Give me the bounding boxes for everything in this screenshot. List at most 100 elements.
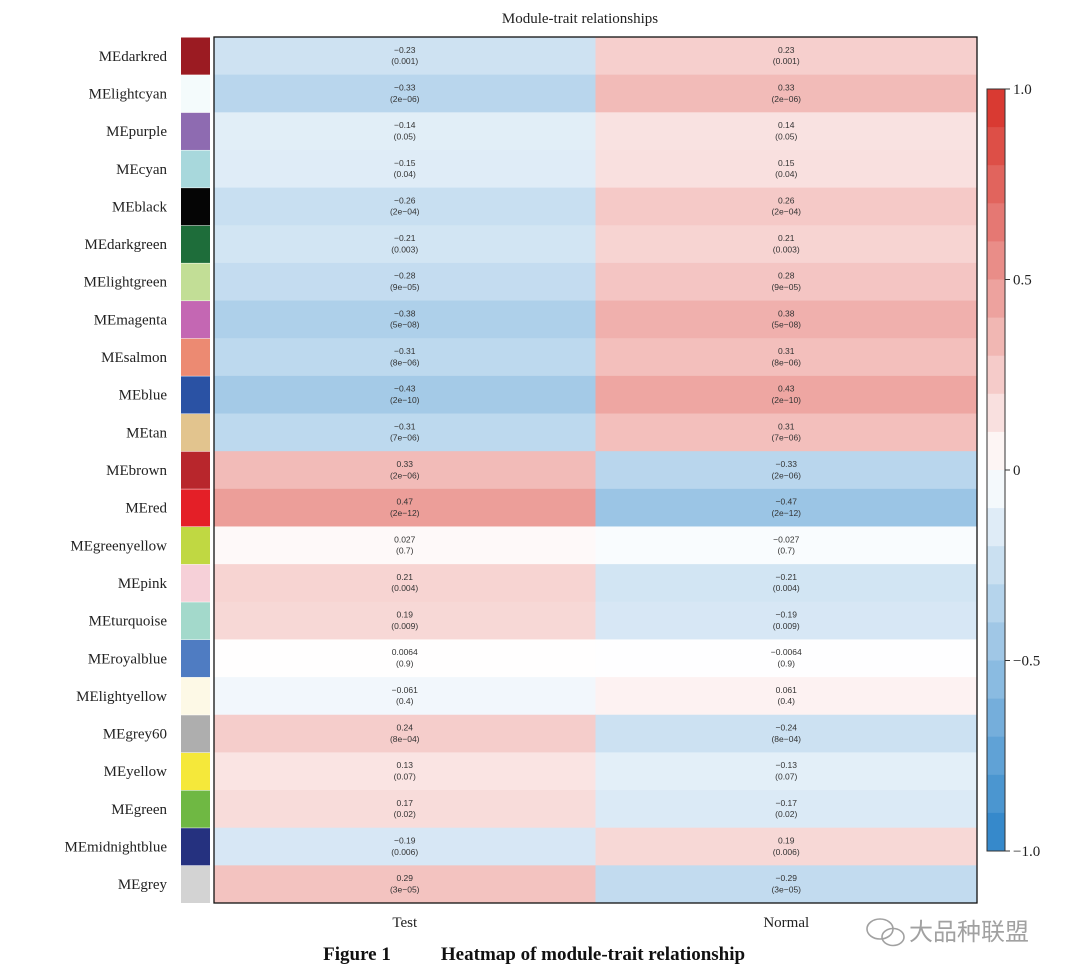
heatmap-cell-MEtan-test [214,413,596,452]
colorbar-tick-label: −0.5 [1013,654,1040,670]
colorbar-step [987,127,1005,166]
watermark: 大品种联盟 [866,918,1029,947]
cell-pvalue-MEgreen-test: (0.02) [394,809,416,819]
colorbar-step [987,546,1005,585]
row-label-MElightgreen: MElightgreen [84,275,168,291]
heatmap-cell-MElightyellow-normal [595,677,978,716]
cell-pvalue-MElightyellow-test: (0.4) [396,696,414,706]
cell-correlation-MEblue-test: −0.43 [394,384,416,394]
cell-correlation-MEdarkgreen-normal: 0.21 [778,233,795,243]
heatmap-cell-MElightgreen-normal [595,262,978,302]
module-swatch-MEblack [181,188,210,226]
cell-correlation-MElightyellow-test: −0.061 [392,685,419,695]
colorbar-step [987,508,1005,547]
cell-correlation-MEpink-test: 0.21 [396,572,413,582]
row-label-MEred: MEred [125,501,167,517]
heatmap-cell-MEred-normal [595,488,978,527]
row-label-MEdarkred: MEdarkred [99,49,168,65]
colorbar-step [987,774,1005,814]
cell-pvalue-MEblue-test: (2e−10) [390,395,420,405]
heatmap-cell-MEpurple-normal [595,112,978,151]
row-label-MElightyellow: MElightyellow [76,689,167,705]
cell-correlation-MEsalmon-test: −0.31 [394,346,416,356]
cell-correlation-MEgrey60-normal: −0.24 [775,723,797,733]
row-label-MEpink: MEpink [118,576,168,592]
heatmap-cell-MEred-test [214,488,596,527]
row-label-MEgrey60: MEgrey60 [103,727,167,743]
heatmap-frame [213,36,978,904]
heatmap-cell-MEgrey-test [214,865,596,904]
cell-correlation-MEgreenyellow-normal: −0.027 [773,534,800,544]
row-label-MEdarkgreen: MEdarkgreen [85,237,168,253]
row-label-MEmidnightblue: MEmidnightblue [65,840,168,856]
cell-correlation-MEmagenta-normal: 0.38 [778,308,795,318]
cell-pvalue-MEsalmon-normal: (8e−06) [771,357,801,367]
cell-correlation-MEgrey60-test: 0.24 [396,723,413,733]
heatmap-cell-MEbrown-normal [595,451,978,490]
heatmap-cell-MEblack-test [214,187,596,226]
colorbar-step [987,89,1005,128]
module-swatch-MElightyellow [181,677,210,715]
caption-text: Heatmap of module-trait relationship [441,944,745,965]
cell-correlation-MEred-normal: −0.47 [775,497,797,507]
cell-correlation-MEblack-test: −0.26 [394,195,416,205]
cell-pvalue-MEblack-normal: (2e−04) [771,207,801,217]
heatmap-cell-MEsalmon-normal [595,338,978,377]
heatmap-cell-MEcyan-normal [595,149,978,189]
heatmap-cells [214,37,978,904]
cell-correlation-MEbrown-normal: −0.33 [775,459,797,469]
heatmap-cell-MEturquoise-test [214,601,596,640]
row-label-MEgreen: MEgreen [111,802,167,818]
heatmap-cell-MEyellow-normal [595,752,978,791]
colorbar-step [987,355,1005,395]
cell-pvalue-MEyellow-test: (0.07) [394,772,416,782]
cell-pvalue-MEgreen-normal: (0.02) [775,809,797,819]
heatmap-cell-MEcyan-test [214,149,596,189]
cell-correlation-MEdarkgreen-test: −0.21 [394,233,416,243]
cell-pvalue-MEyellow-normal: (0.07) [775,772,797,782]
module-swatch-MEgrey60 [181,715,210,753]
column-label-test: Test [392,915,418,931]
cell-correlation-MEpurple-test: −0.14 [394,120,416,130]
cell-pvalue-MElightgreen-normal: (9e−05) [771,282,801,292]
module-swatch-MEtan [181,414,210,452]
heatmap-cell-MElightcyan-test [214,74,596,113]
heatmap-cell-MEsalmon-test [214,338,596,377]
column-label-normal: Normal [763,915,809,931]
row-label-MEgreenyellow: MEgreenyellow [70,538,167,554]
module-swatch-MEgrey [181,865,210,903]
watermark-text: 大品种联盟 [909,919,1029,946]
cell-pvalue-MEmagenta-test: (5e−08) [390,320,420,330]
cell-correlation-MEyellow-test: 0.13 [396,760,413,770]
heatmap-cell-MEgreen-normal [595,790,978,829]
module-swatch-MEbrown [181,451,210,489]
caption-label: Figure 1 [323,944,391,965]
heatmap-cell-MEgreenyellow-test [214,526,596,565]
row-label-MEblue: MEblue [119,388,168,404]
cell-pvalue-MEcyan-normal: (0.04) [775,169,797,179]
row-label-MEsalmon: MEsalmon [101,350,167,366]
colorbar-step [987,470,1005,509]
heatmap-cell-MElightyellow-test [214,677,596,716]
cell-correlation-MEbrown-test: 0.33 [396,459,413,469]
heatmap-cell-MEpurple-test [214,112,596,151]
colorbar-step [987,812,1005,852]
colorbar-step [987,165,1005,204]
cell-pvalue-MEdarkgreen-normal: (0.003) [773,244,800,254]
colorbar-step [987,393,1005,433]
row-label-MEblack: MEblack [112,199,167,215]
row-label-MEmagenta: MEmagenta [94,312,168,328]
heatmap-cell-MEdarkred-normal [595,37,978,76]
heatmap-cell-MEblue-test [214,375,596,415]
cell-pvalue-MEbrown-normal: (2e−06) [771,470,801,480]
cell-correlation-MEroyalblue-test: 0.0064 [392,647,418,657]
cell-correlation-MElightcyan-normal: 0.33 [778,82,795,92]
colorbar-step [987,622,1005,661]
heatmap-cell-MEgreen-test [214,790,596,829]
heatmap-cell-MEpink-normal [595,564,978,603]
cell-pvalue-MEdarkred-test: (0.001) [391,56,418,66]
cell-pvalue-MEtan-normal: (7e−06) [771,433,801,443]
cell-pvalue-MEturquoise-test: (0.009) [391,621,418,631]
heatmap-cell-MEmagenta-test [214,300,596,339]
cell-pvalue-MEturquoise-normal: (0.009) [773,621,800,631]
